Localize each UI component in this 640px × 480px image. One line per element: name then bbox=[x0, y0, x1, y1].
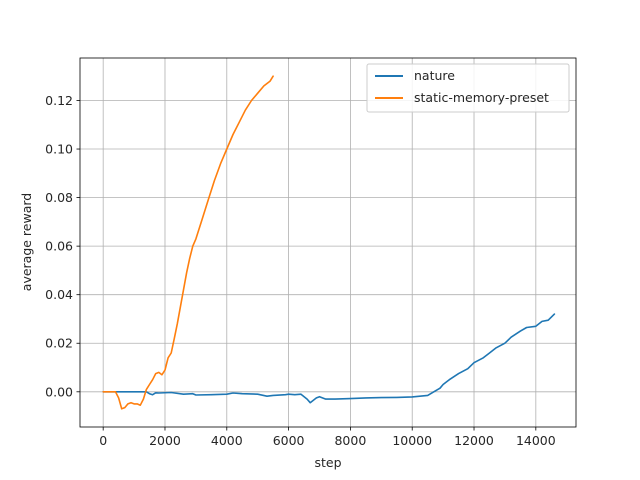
legend: nature static-memory-preset bbox=[366, 63, 570, 113]
x-axis: 0 2000 4000 6000 8000 10000 12000 14000 bbox=[99, 427, 556, 448]
legend-label-nature: nature bbox=[414, 68, 455, 83]
series-line-nature bbox=[102, 313, 556, 404]
y-axis: 0.00 0.02 0.04 0.06 0.08 0.10 0.12 bbox=[45, 93, 80, 399]
grid bbox=[80, 58, 576, 427]
y-tick-label: 0.12 bbox=[45, 93, 73, 108]
y-tick-label: 0.10 bbox=[45, 142, 73, 157]
x-tick-label: 0 bbox=[99, 433, 107, 448]
x-tick-label: 6000 bbox=[273, 433, 305, 448]
y-tick-label: 0.00 bbox=[45, 384, 73, 399]
x-tick-label: 14000 bbox=[516, 433, 556, 448]
x-tick-label: 12000 bbox=[454, 433, 494, 448]
x-axis-label: step bbox=[314, 455, 341, 470]
y-axis-label: average reward bbox=[19, 193, 34, 291]
series-line-static-memory-preset bbox=[102, 75, 274, 410]
y-tick-label: 0.06 bbox=[45, 239, 73, 254]
x-tick-label: 10000 bbox=[392, 433, 432, 448]
x-tick-label: 8000 bbox=[334, 433, 366, 448]
y-tick-label: 0.04 bbox=[45, 287, 73, 302]
x-tick-label: 2000 bbox=[149, 433, 181, 448]
plot-frame bbox=[79, 57, 577, 428]
legend-label-static-memory-preset: static-memory-preset bbox=[414, 90, 549, 105]
plot-background bbox=[80, 58, 576, 427]
x-tick-label: 4000 bbox=[211, 433, 243, 448]
series-layer bbox=[102, 75, 556, 410]
y-tick-label: 0.02 bbox=[45, 336, 73, 351]
legend-box bbox=[366, 63, 570, 113]
y-tick-label: 0.08 bbox=[45, 190, 73, 205]
